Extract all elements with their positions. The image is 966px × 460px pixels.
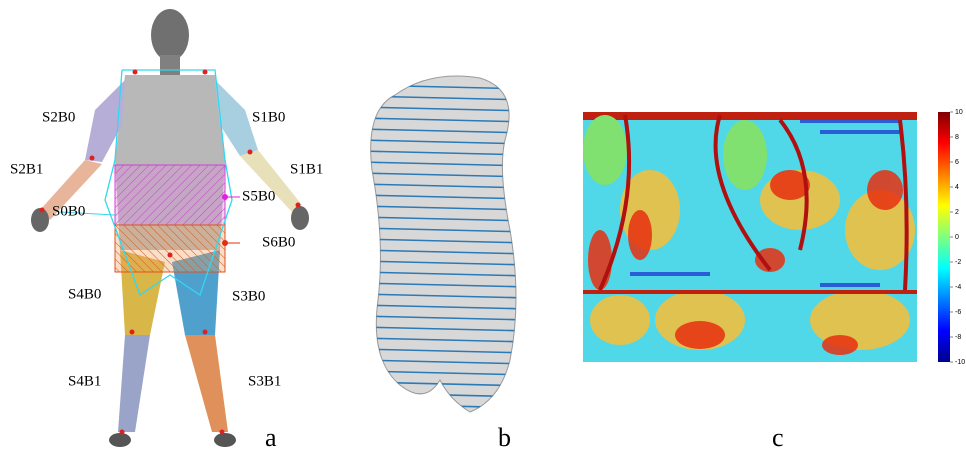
colorbar-tick-label: 6: [955, 159, 959, 166]
colorbar: [938, 112, 950, 362]
segment-label: S0B0: [52, 203, 85, 219]
colorbar-tick-label: 0: [955, 234, 959, 241]
segment-label: S3B1: [248, 373, 281, 389]
segment-label: S1B0: [252, 109, 285, 125]
figure: S2B0 S1B0 S2B1 S1B1 S0B0 S5B0 S6B0 S4B0 S3B0 S4B1…: [0, 0, 966, 460]
torso-scan: [360, 76, 530, 412]
segment-label: S2B1: [10, 161, 43, 177]
colorbar-tick-label: 4: [955, 184, 959, 191]
segment-label: S6B0: [262, 234, 295, 250]
segment-label: S5B0: [242, 188, 275, 204]
colorbar-tick-label: 2: [955, 209, 959, 216]
segment-label: S2B0: [42, 109, 75, 125]
colorbar-tick-label: 10: [955, 109, 963, 116]
segment-label: S1B1: [290, 161, 323, 177]
colorbar-tick-label: -6: [955, 309, 961, 316]
panel-label: a: [265, 423, 277, 452]
panel-label: b: [498, 423, 511, 452]
segment-label: S4B1: [68, 373, 101, 389]
colorbar-tick-label: -8: [955, 334, 961, 341]
panel-label: c: [772, 423, 784, 452]
colorbar-tick-label: -2: [955, 259, 961, 266]
heatmap: [583, 112, 917, 362]
colorbar-tick-label: 8: [955, 134, 959, 141]
colorbar-tick-label: -10: [955, 359, 965, 366]
colorbar-tick-label: -4: [955, 284, 961, 291]
segment-label: S4B0: [68, 286, 101, 302]
segment-label: S3B0: [232, 288, 265, 304]
